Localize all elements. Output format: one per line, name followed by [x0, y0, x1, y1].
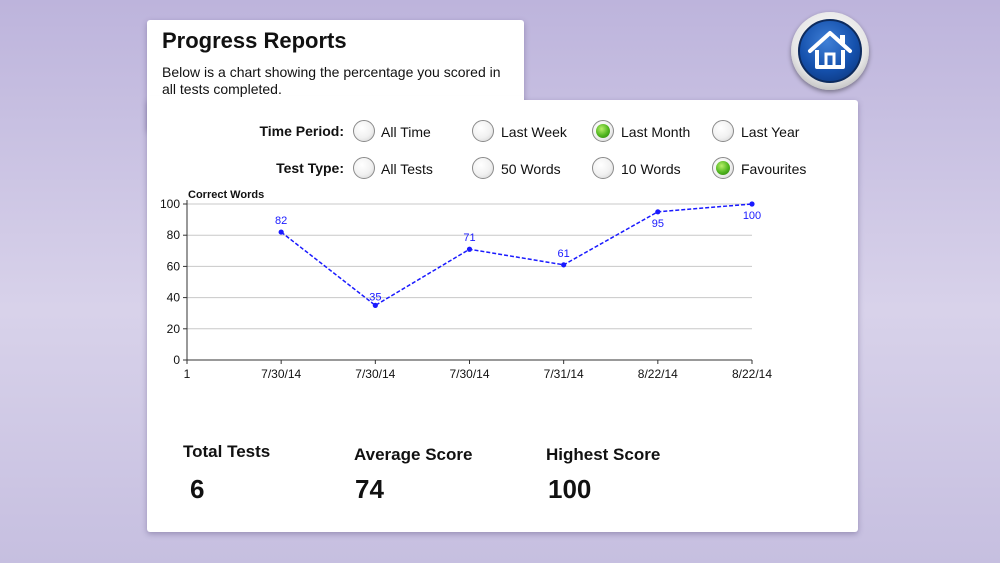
option-all-tests-label[interactable]: All Tests [381, 161, 433, 177]
home-icon [808, 31, 852, 69]
highest-score-value: 100 [548, 474, 592, 504]
data-point [372, 302, 378, 308]
data-point [466, 246, 473, 252]
x-tick-label: 7/30/14 [355, 367, 395, 381]
radio-all-tests[interactable] [353, 157, 375, 179]
home-button-face [798, 19, 862, 83]
total-tests-label: Total Tests [183, 442, 271, 461]
data-point [749, 201, 755, 207]
total-tests-value: 6 [190, 474, 205, 504]
y-tick-label: 40 [167, 291, 181, 305]
option-all-time-label[interactable]: All Time [381, 124, 431, 140]
x-tick-label: 8/22/14 [638, 367, 678, 381]
panel-join [147, 96, 524, 136]
y-tick-label: 20 [167, 322, 181, 336]
radio-last-week[interactable] [472, 120, 494, 142]
average-score-label: Average Score [354, 445, 473, 464]
chart-series: 82 35 71 61 95 100 [275, 201, 761, 308]
x-tick-label: 7/30/14 [449, 367, 489, 381]
radio-all-time[interactable] [353, 120, 375, 142]
option-50-words-label[interactable]: 50 Words [501, 161, 561, 177]
data-label: 95 [652, 218, 664, 230]
chart-grid [187, 203, 752, 330]
option-last-month-label[interactable]: Last Month [621, 124, 691, 140]
x-tick-label: 7/30/14 [261, 367, 301, 381]
average-score-value: 74 [355, 474, 384, 504]
radio-10-words[interactable] [592, 157, 614, 179]
report-panel [147, 100, 858, 532]
option-favourites-label[interactable]: Favourites [741, 161, 807, 177]
option-last-week-label[interactable]: Last Week [501, 124, 567, 140]
data-label: 82 [275, 215, 287, 227]
page-title: Progress Reports [162, 28, 347, 53]
data-label: 35 [369, 291, 381, 303]
y-tick-label: 100 [160, 197, 180, 211]
data-point [561, 262, 567, 268]
chart-axes: 0 20 40 60 80 100 1 7/30/14 7/30/14 7/30/14 7/31/1… [160, 197, 772, 381]
option-10-words-label[interactable]: 10 Words [621, 161, 681, 177]
x-tick-label: 7/31/14 [544, 367, 584, 381]
x-start-label: 1 [184, 367, 191, 381]
option-last-year-label[interactable]: Last Year [741, 124, 800, 140]
y-tick-label: 0 [173, 353, 180, 367]
radio-last-month[interactable] [592, 120, 614, 142]
test-type-label: Test Type: [276, 160, 344, 176]
data-label: 61 [558, 248, 570, 260]
radio-50-words[interactable] [472, 157, 494, 179]
y-axis-label: Correct Words [188, 189, 264, 201]
data-point [278, 229, 284, 235]
radio-last-year[interactable] [712, 120, 734, 142]
y-tick-label: 80 [167, 228, 181, 242]
data-point [655, 209, 661, 215]
progress-chart: Correct Words 0 20 40 60 80 100 1 7/30/14 7/30/1… [160, 189, 772, 381]
time-period-label: Time Period: [259, 123, 344, 139]
highest-score-label: Highest Score [546, 445, 661, 464]
series-line [280, 203, 753, 307]
data-label: 71 [463, 232, 475, 244]
x-tick-label: 8/22/14 [732, 367, 772, 381]
home-button[interactable] [791, 12, 869, 90]
radio-favourites[interactable] [712, 157, 734, 179]
y-tick-label: 60 [167, 259, 181, 273]
page-description: Below is a chart showing the percentage … [162, 64, 501, 97]
data-label: 100 [743, 210, 761, 222]
